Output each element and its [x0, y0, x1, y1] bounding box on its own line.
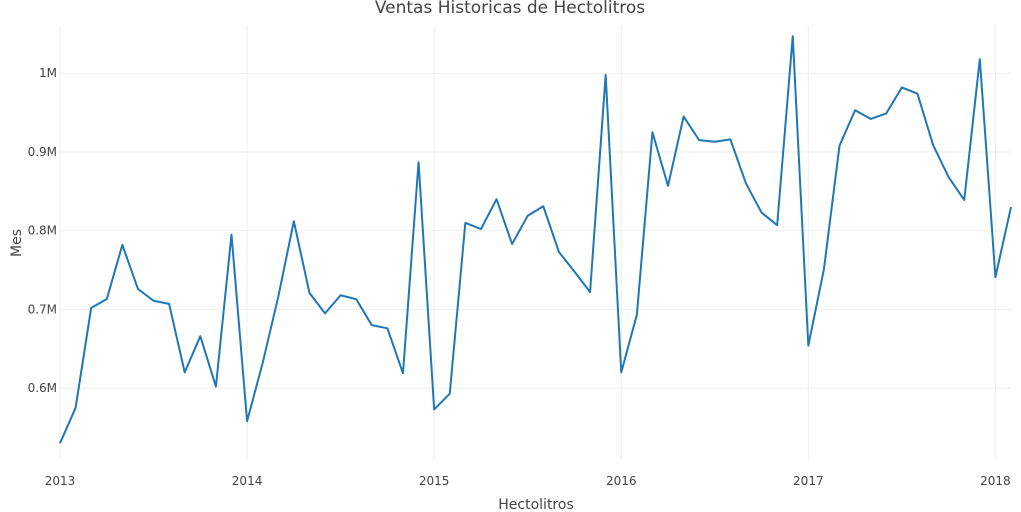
y-tick-label: 0.7M — [28, 302, 57, 316]
x-tick-label: 2014 — [232, 474, 263, 488]
series-layer — [59, 35, 1012, 444]
grid-lines — [59, 26, 1011, 459]
x-axis-title: Hectolitros — [498, 497, 573, 512]
y-tick-label: 0.6M — [28, 381, 57, 395]
y-axis-title: Mes — [9, 229, 25, 257]
x-tick-label: 2013 — [45, 474, 76, 488]
chart-title: Ventas Historicas de Hectolitros — [375, 0, 645, 18]
y-tick-label: 0.8M — [28, 224, 57, 238]
y-axis-ticks: 0.6M 0.7M 0.8M 0.9M 1M — [28, 66, 57, 395]
x-tick-label: 2015 — [419, 474, 450, 488]
y-tick-label: 1M — [39, 66, 57, 80]
x-axis-ticks: 2013 2014 2015 2016 2017 2018 — [45, 474, 1011, 488]
x-tick-label: 2017 — [793, 474, 824, 488]
x-tick-label: 2016 — [606, 474, 637, 488]
x-tick-label: 2018 — [980, 474, 1011, 488]
series-line — [59, 35, 1012, 444]
y-tick-label: 0.9M — [28, 145, 57, 159]
